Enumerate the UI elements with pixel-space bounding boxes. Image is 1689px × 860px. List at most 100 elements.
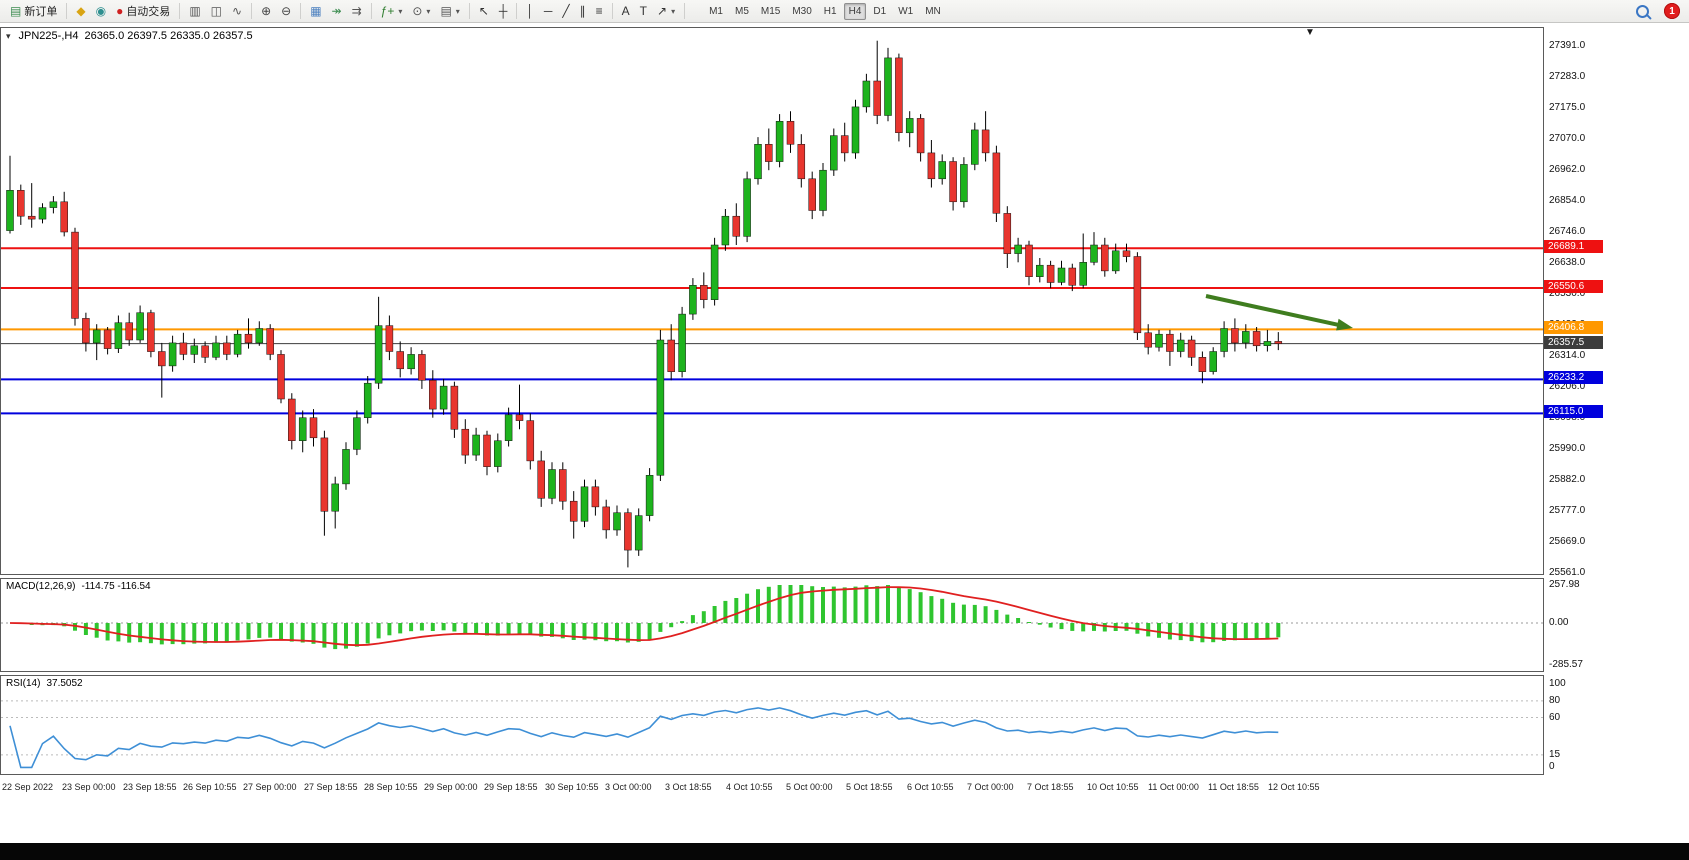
auto-scroll-icon: ↠ xyxy=(331,4,342,18)
price-axis-label: 27175.0 xyxy=(1549,102,1586,113)
candle xyxy=(363,382,372,418)
time-axis-label: 29 Sep 18:55 xyxy=(484,782,538,792)
text-icon: A xyxy=(621,4,630,18)
zoom-out-icon: ⊖ xyxy=(281,4,292,18)
templates-button[interactable]: ▤ ▾ xyxy=(436,1,463,21)
candle xyxy=(342,449,350,485)
candle xyxy=(819,169,827,211)
text-button[interactable]: A xyxy=(618,1,634,21)
timeframe-h1[interactable]: H1 xyxy=(823,5,837,17)
cursor-button[interactable]: ↖ xyxy=(475,1,493,21)
zoom-out-button[interactable]: ⊖ xyxy=(277,1,295,21)
trendline-button[interactable]: ╱ xyxy=(558,1,573,21)
fibonacci-button[interactable]: ≡ xyxy=(592,1,607,21)
candle xyxy=(1209,351,1217,372)
price-badge-26406.8: 26406.8 xyxy=(1544,321,1603,334)
timeframe-m5[interactable]: M5 xyxy=(734,5,749,17)
time-axis-label: 26 Sep 10:55 xyxy=(183,782,237,792)
candle xyxy=(1101,244,1109,272)
text-label-icon: T xyxy=(639,4,647,18)
price-badge-26233.2: 26233.2 xyxy=(1544,371,1603,384)
periods-icon: ⊙ xyxy=(412,4,423,18)
macd-axis-label: 0.00 xyxy=(1549,617,1569,628)
candlestick-plot[interactable] xyxy=(1,28,1543,574)
periods-button[interactable]: ⊙ ▾ xyxy=(408,1,434,21)
candle xyxy=(407,354,415,370)
candle xyxy=(309,417,318,439)
candle xyxy=(504,414,513,441)
candle xyxy=(114,322,123,349)
rsi-axis[interactable]: 100 80 60 15 0 xyxy=(1544,675,1689,775)
text-label-button[interactable]: T xyxy=(636,1,651,21)
rsi-panel[interactable]: RSI(14) 37.5052 xyxy=(0,675,1544,775)
candle xyxy=(949,161,957,203)
toolbar-separator xyxy=(66,3,68,19)
timeframe-w1[interactable]: W1 xyxy=(898,5,914,17)
candle xyxy=(233,333,242,355)
candle xyxy=(320,437,329,512)
line-chart-button[interactable]: ∿ xyxy=(228,1,246,21)
timeframe-m30[interactable]: M30 xyxy=(792,5,812,17)
timeframe-m15[interactable]: M15 xyxy=(760,5,781,17)
zoom-in-button[interactable]: ⊕ xyxy=(257,1,275,21)
candle xyxy=(38,207,47,220)
search-button[interactable] xyxy=(1632,1,1653,21)
candle xyxy=(645,475,654,516)
macd-signal-line xyxy=(9,586,1279,647)
trend-arrow-line[interactable] xyxy=(1205,294,1344,328)
horizontal-line-button[interactable]: ─ xyxy=(540,1,557,21)
dropdown-caret-icon: ▾ xyxy=(426,6,431,16)
candlestick-chart-button[interactable]: ◫ xyxy=(207,1,226,21)
timeframe-mn[interactable]: MN xyxy=(925,5,941,17)
tile-windows-button[interactable]: ▦ xyxy=(306,1,325,21)
channel-button[interactable]: ∥ xyxy=(576,1,590,21)
candle xyxy=(775,121,784,162)
chart-collapse-button[interactable]: ▾ xyxy=(6,31,11,41)
timeframe-h4[interactable]: H4 xyxy=(843,2,867,20)
trend-arrow-head[interactable] xyxy=(1336,318,1353,331)
toolbar-separator xyxy=(179,3,181,19)
new-order-button[interactable]: ▤ 新订单 xyxy=(6,1,61,21)
mql5-community-icon[interactable]: ◆ xyxy=(72,1,89,21)
time-axis[interactable]: 22 Sep 2022 23 Sep 00:00 23 Sep 18:55 26 Se… xyxy=(0,775,1544,797)
market-watch-icon[interactable]: ◉ xyxy=(92,1,110,21)
price-axis[interactable]: 27391.0 27283.0 27175.0 27070.0 26962.0 26854… xyxy=(1544,27,1689,578)
chart-shift-marker[interactable]: ▼ xyxy=(1305,27,1315,38)
indicators-button[interactable]: ƒ+ ▾ xyxy=(377,1,407,21)
candle xyxy=(689,285,697,315)
candle xyxy=(1036,264,1044,277)
price-badge-26357.5: 26357.5 xyxy=(1544,336,1603,349)
notification-badge[interactable]: 1 xyxy=(1664,3,1680,19)
candle xyxy=(212,342,220,358)
macd-axis[interactable]: 257.98 0.00 -285.57 xyxy=(1544,578,1689,672)
candle xyxy=(786,121,795,145)
chart-shift-button[interactable]: ⇉ xyxy=(348,1,366,21)
main-price-panel[interactable]: ▾ JPN225-,H4 26365.0 26397.5 26335.0 263… xyxy=(0,27,1544,575)
timeframe-m1[interactable]: M1 xyxy=(709,5,723,17)
auto-scroll-button[interactable]: ↠ xyxy=(328,1,346,21)
indicators-icon: ƒ+ xyxy=(380,4,395,18)
candle xyxy=(266,328,274,355)
candle xyxy=(537,460,545,499)
shapes-button[interactable]: ↗ ▾ xyxy=(653,1,679,21)
macd-axis-label: -285.57 xyxy=(1549,659,1583,670)
rsi-axis-label: 60 xyxy=(1549,712,1561,723)
candle xyxy=(374,325,383,384)
price-axis-label: 25990.0 xyxy=(1549,443,1586,454)
macd-panel[interactable]: MACD(12,26,9) -114.75 -116.54 xyxy=(0,578,1544,672)
candle xyxy=(385,325,394,352)
new-order-button-label: 新订单 xyxy=(24,6,58,18)
candle xyxy=(656,339,665,476)
candle xyxy=(418,354,426,381)
bar-chart-button[interactable]: ▥ xyxy=(185,1,204,21)
candle xyxy=(569,500,578,522)
candle xyxy=(298,417,307,441)
crosshair-button[interactable]: ┼ xyxy=(495,1,512,21)
candle xyxy=(1252,331,1261,347)
timeframe-d1[interactable]: D1 xyxy=(873,5,887,17)
autotrading-button[interactable]: ● 自动交易 xyxy=(112,1,174,21)
candle xyxy=(288,398,296,441)
candle xyxy=(602,506,610,531)
vertical-line-button[interactable]: │ xyxy=(522,1,538,21)
price-axis-label: 26314.0 xyxy=(1549,350,1586,361)
